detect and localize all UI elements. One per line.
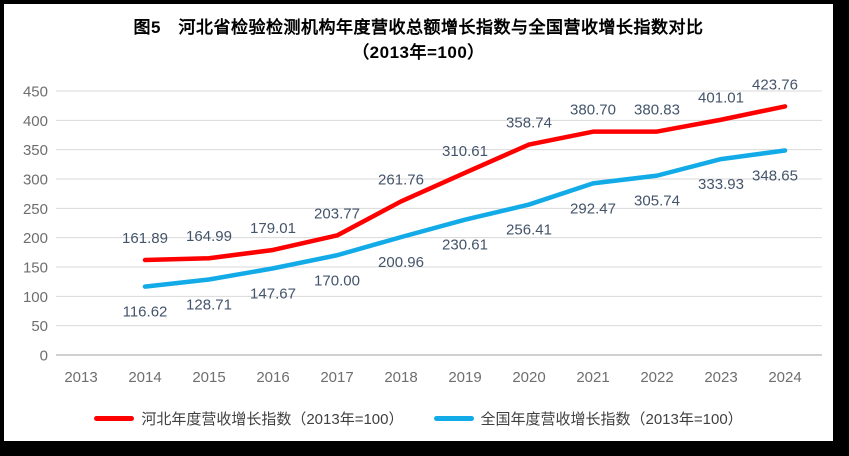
legend-item-national: 全国年度营收增长指数（2013年=100） — [433, 408, 743, 429]
y-axis-tick-label: 350 — [23, 142, 48, 159]
data-label: 305.74 — [634, 193, 680, 210]
y-axis-tick-label: 150 — [23, 260, 48, 277]
data-label: 358.74 — [506, 115, 552, 132]
data-label: 128.71 — [186, 296, 232, 313]
y-axis-tick-label: 400 — [23, 113, 48, 130]
hebei-series-swatch — [94, 416, 135, 421]
national-series-label: 全国年度营收增长指数（2013年=100） — [480, 411, 743, 428]
x-axis-tick-label: 2022 — [640, 369, 673, 386]
chart-title: 图5 河北省检验检测机构年度营收总额增长指数与全国营收增长指数对比 （2013年… — [4, 15, 833, 65]
data-label: 333.93 — [698, 176, 744, 193]
data-label: 261.76 — [378, 171, 424, 188]
chart-legend: 河北年度营收增长指数（2013年=100） 全国年度营收增长指数（2013年=1… — [4, 408, 833, 429]
national-series-swatch — [433, 416, 474, 421]
x-axis-tick-label: 2013 — [64, 369, 97, 386]
data-label: 348.65 — [752, 167, 798, 184]
data-label: 401.01 — [698, 90, 744, 107]
legend-item-hebei: 河北年度营收增长指数（2013年=100） — [94, 408, 404, 429]
data-label: 203.77 — [314, 205, 360, 222]
data-label: 116.62 — [123, 304, 168, 321]
y-axis-tick-label: 0 — [40, 348, 48, 365]
data-label: 310.61 — [442, 143, 488, 160]
chart-canvas: 图5 河北省检验检测机构年度营收总额增长指数与全国营收增长指数对比 （2013年… — [4, 4, 833, 441]
line-chart: 0 50 100 150 200 250 300 350 400 450 2013 2014 2015 2… — [23, 76, 822, 386]
data-label: 380.83 — [634, 102, 680, 119]
data-label: 380.70 — [570, 102, 616, 119]
data-label: 200.96 — [378, 254, 424, 271]
x-axis-tick-label: 2021 — [576, 369, 609, 386]
data-label: 164.99 — [186, 228, 232, 245]
y-axis-tick-label: 450 — [23, 84, 48, 101]
chart-title-line1: 图5 河北省检验检测机构年度营收总额增长指数与全国营收增长指数对比 — [133, 18, 704, 37]
x-axis-tick-label: 2023 — [704, 369, 737, 386]
x-axis-tick-label: 2019 — [448, 369, 481, 386]
series-line-hebei — [142, 104, 788, 263]
data-label: 423.76 — [752, 76, 798, 93]
y-axis-tick-label: 250 — [23, 201, 48, 218]
data-label: 292.47 — [570, 200, 616, 217]
x-axis-tick-label: 2018 — [384, 369, 417, 386]
x-axis-tick-label: 2017 — [320, 369, 353, 386]
chart-title-line2: （2013年=100） — [352, 43, 485, 62]
data-label: 230.61 — [442, 237, 488, 254]
x-axis-tick-label: 2016 — [256, 369, 289, 386]
x-axis-tick-label: 2024 — [768, 369, 801, 386]
data-label: 161.89 — [122, 230, 168, 247]
y-axis-tick-label: 100 — [23, 289, 48, 306]
data-label: 256.41 — [506, 222, 552, 239]
data-label: 147.67 — [250, 285, 296, 302]
data-label: 170.00 — [314, 272, 360, 289]
x-axis-tick-label: 2014 — [128, 369, 161, 386]
x-axis-tick-label: 2020 — [512, 369, 545, 386]
data-label: 179.01 — [250, 220, 296, 237]
y-axis-tick-label: 50 — [31, 318, 48, 335]
series-line-national — [142, 148, 788, 289]
y-axis-tick-label: 300 — [23, 172, 48, 189]
x-axis-tick-label: 2015 — [192, 369, 225, 386]
y-axis-tick-label: 200 — [23, 230, 48, 247]
hebei-series-label: 河北年度营收增长指数（2013年=100） — [141, 411, 404, 428]
